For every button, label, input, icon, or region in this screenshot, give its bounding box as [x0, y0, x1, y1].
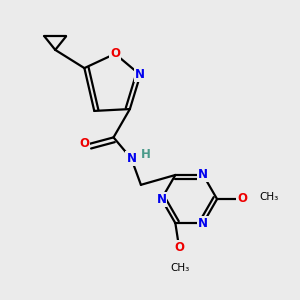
- Text: N: N: [126, 152, 136, 165]
- Text: H: H: [141, 148, 151, 161]
- Text: N: N: [198, 217, 208, 230]
- Text: N: N: [135, 68, 145, 82]
- Text: CH₃: CH₃: [260, 192, 279, 203]
- Text: O: O: [110, 47, 120, 60]
- Text: N: N: [198, 169, 208, 182]
- Text: O: O: [175, 241, 184, 254]
- Text: N: N: [157, 193, 166, 206]
- Text: O: O: [237, 192, 247, 205]
- Text: CH₃: CH₃: [170, 263, 189, 273]
- Text: O: O: [79, 137, 89, 150]
